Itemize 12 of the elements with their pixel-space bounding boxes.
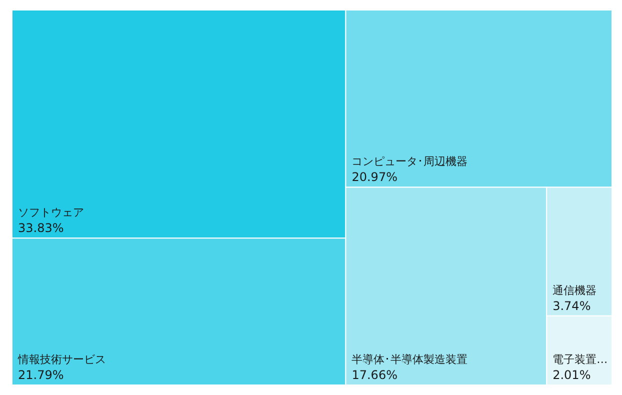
data-label: 20.97% xyxy=(352,170,398,184)
data-label: 3.74% xyxy=(552,298,591,313)
category-label: 情報技術サービス xyxy=(17,353,106,366)
data-label: 21.79% xyxy=(18,368,64,382)
category-label: 電子装置… xyxy=(552,353,608,366)
category-label: 通信機器 xyxy=(552,284,597,297)
category-label: ソフトウェア xyxy=(18,206,84,220)
category-label: コンピュータ･周辺機器 xyxy=(352,155,468,168)
data-label: 33.83% xyxy=(18,221,64,236)
data-label: 17.66% xyxy=(352,368,398,382)
data-label: 2.01% xyxy=(552,368,591,382)
category-label: 半導体･半導体製造装置 xyxy=(352,353,468,366)
